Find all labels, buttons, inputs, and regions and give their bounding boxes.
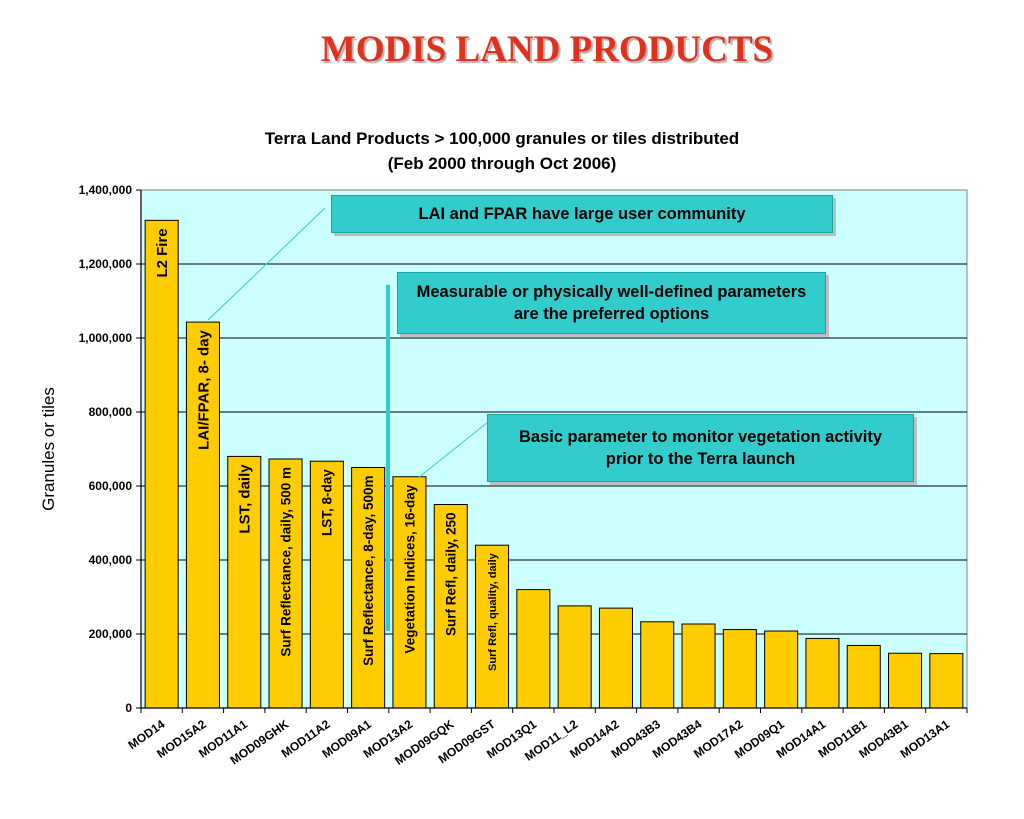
bar-mod11_l2 <box>557 605 592 709</box>
bar-mod11b1 <box>846 644 881 709</box>
bar-label: L2 Fire <box>154 228 171 277</box>
bar-mod43b1 <box>888 652 923 709</box>
bar-label: Surf Refl, quality, daily <box>487 552 499 671</box>
bar-mod13a2 <box>392 476 427 709</box>
bar-label: Surf Refl, daily, 250 <box>444 513 459 637</box>
bar-mod09gst <box>475 544 510 709</box>
y-tick-label: 800,000 <box>89 405 133 419</box>
chart-subtitle-line: (Feb 2000 through Oct 2006) <box>387 154 617 173</box>
bar-mod11a2 <box>309 460 344 709</box>
bar-label: LST, daily <box>237 464 254 534</box>
x-axis-ticks: MOD14MOD15A2MOD11A1MOD09GHKMOD11A2MOD09A… <box>125 708 968 768</box>
callout-connector-lai <box>207 207 326 321</box>
y-tick-label: 200,000 <box>89 627 133 641</box>
y-tick-label: 0 <box>125 701 132 715</box>
y-tick-label: 1,400,000 <box>79 183 133 197</box>
chart-title: Terra Land Products > 100,000 granules o… <box>160 126 844 176</box>
bar-mod09ghk <box>268 458 303 709</box>
chart-title-line: Terra Land Products > 100,000 granules o… <box>264 129 740 148</box>
bar-label: Vegetation Indices, 16-day <box>402 484 417 653</box>
bar-mod17a2 <box>722 629 757 709</box>
bar-mod09q1 <box>764 630 799 709</box>
bar-label: Surf Reflectance, 8-day, 500m <box>361 476 376 666</box>
slide-title: MODIS LAND PRODUCTS <box>320 29 774 70</box>
bar-label: LAI/FPAR, 8- day <box>195 329 212 449</box>
bar-mod13a1 <box>929 653 964 709</box>
bar-labels: L2 Fire LAI/FPAR, 8- day LST, daily Surf Re… <box>154 228 499 671</box>
bar-label: Surf Reflectance, daily, 500 m <box>278 467 293 657</box>
bar-mod15a2 <box>185 321 220 709</box>
bar-label: LST, 8-day <box>320 469 335 536</box>
bar-mod11a1 <box>227 455 262 709</box>
callout-measurable-parameters: Measurable or physically well-defined pa… <box>397 272 826 334</box>
bar-mod14a2 <box>598 607 633 709</box>
bar-mod09gqk <box>433 504 468 709</box>
bar-mod14a1 <box>805 637 840 709</box>
y-tick-label: 1,000,000 <box>79 331 133 345</box>
bars <box>144 219 964 709</box>
y-axis-ticks: 0 200,000 400,000 600,000 800,000 1,000,000 1,… <box>79 183 141 715</box>
y-tick-label: 1,200,000 <box>79 257 133 271</box>
callout-divider-bar <box>386 285 390 631</box>
callout-basic-parameter: Basic parameter to monitor vegetation ac… <box>487 414 914 482</box>
callout-connector-basic <box>417 421 489 479</box>
bar-mod14 <box>144 219 179 709</box>
bar-mod13q1 <box>516 589 551 709</box>
bar-mod43b4 <box>681 623 716 709</box>
y-tick-label: 400,000 <box>89 553 133 567</box>
y-axis-label: Granules or tiles <box>39 387 58 511</box>
bar-mod43b3 <box>640 621 675 709</box>
y-tick-label: 600,000 <box>89 479 133 493</box>
callout-lai-fpar: LAI and FPAR have large user community <box>331 195 833 233</box>
